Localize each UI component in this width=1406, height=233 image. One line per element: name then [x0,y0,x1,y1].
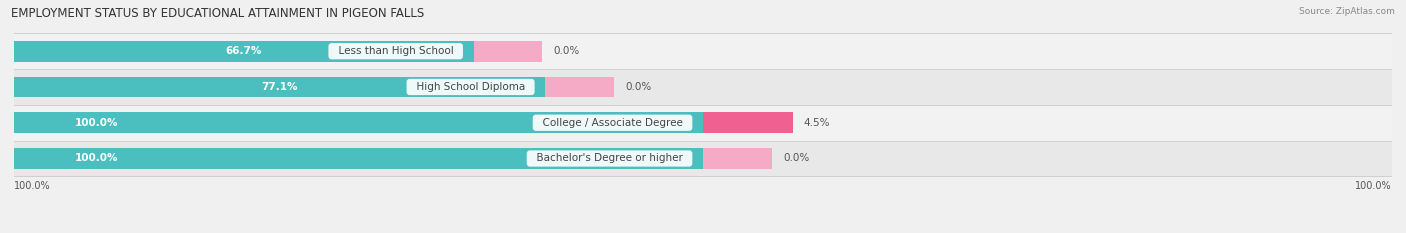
Text: Less than High School: Less than High School [332,46,460,56]
Bar [14,140,1392,176]
Text: College / Associate Degree: College / Associate Degree [536,118,689,128]
Bar [14,69,1392,105]
Text: 0.0%: 0.0% [783,154,810,164]
Bar [14,41,474,62]
Text: EMPLOYMENT STATUS BY EDUCATIONAL ATTAINMENT IN PIGEON FALLS: EMPLOYMENT STATUS BY EDUCATIONAL ATTAINM… [11,7,425,20]
Bar [14,148,703,169]
Bar [14,77,546,97]
Bar [14,105,1392,140]
Bar [546,77,614,97]
Text: 100.0%: 100.0% [14,181,51,191]
Text: 0.0%: 0.0% [626,82,651,92]
Bar [703,112,793,133]
Bar [474,41,543,62]
Text: Bachelor's Degree or higher: Bachelor's Degree or higher [530,154,689,164]
Text: 0.0%: 0.0% [554,46,579,56]
Text: 100.0%: 100.0% [75,154,118,164]
Text: 66.7%: 66.7% [225,46,262,56]
Text: High School Diploma: High School Diploma [409,82,531,92]
Text: 77.1%: 77.1% [262,82,298,92]
Text: Source: ZipAtlas.com: Source: ZipAtlas.com [1299,7,1395,16]
Text: 100.0%: 100.0% [1355,181,1392,191]
Text: 100.0%: 100.0% [75,118,118,128]
Text: 4.5%: 4.5% [804,118,830,128]
Bar [14,112,703,133]
Bar [14,33,1392,69]
Bar [703,148,772,169]
